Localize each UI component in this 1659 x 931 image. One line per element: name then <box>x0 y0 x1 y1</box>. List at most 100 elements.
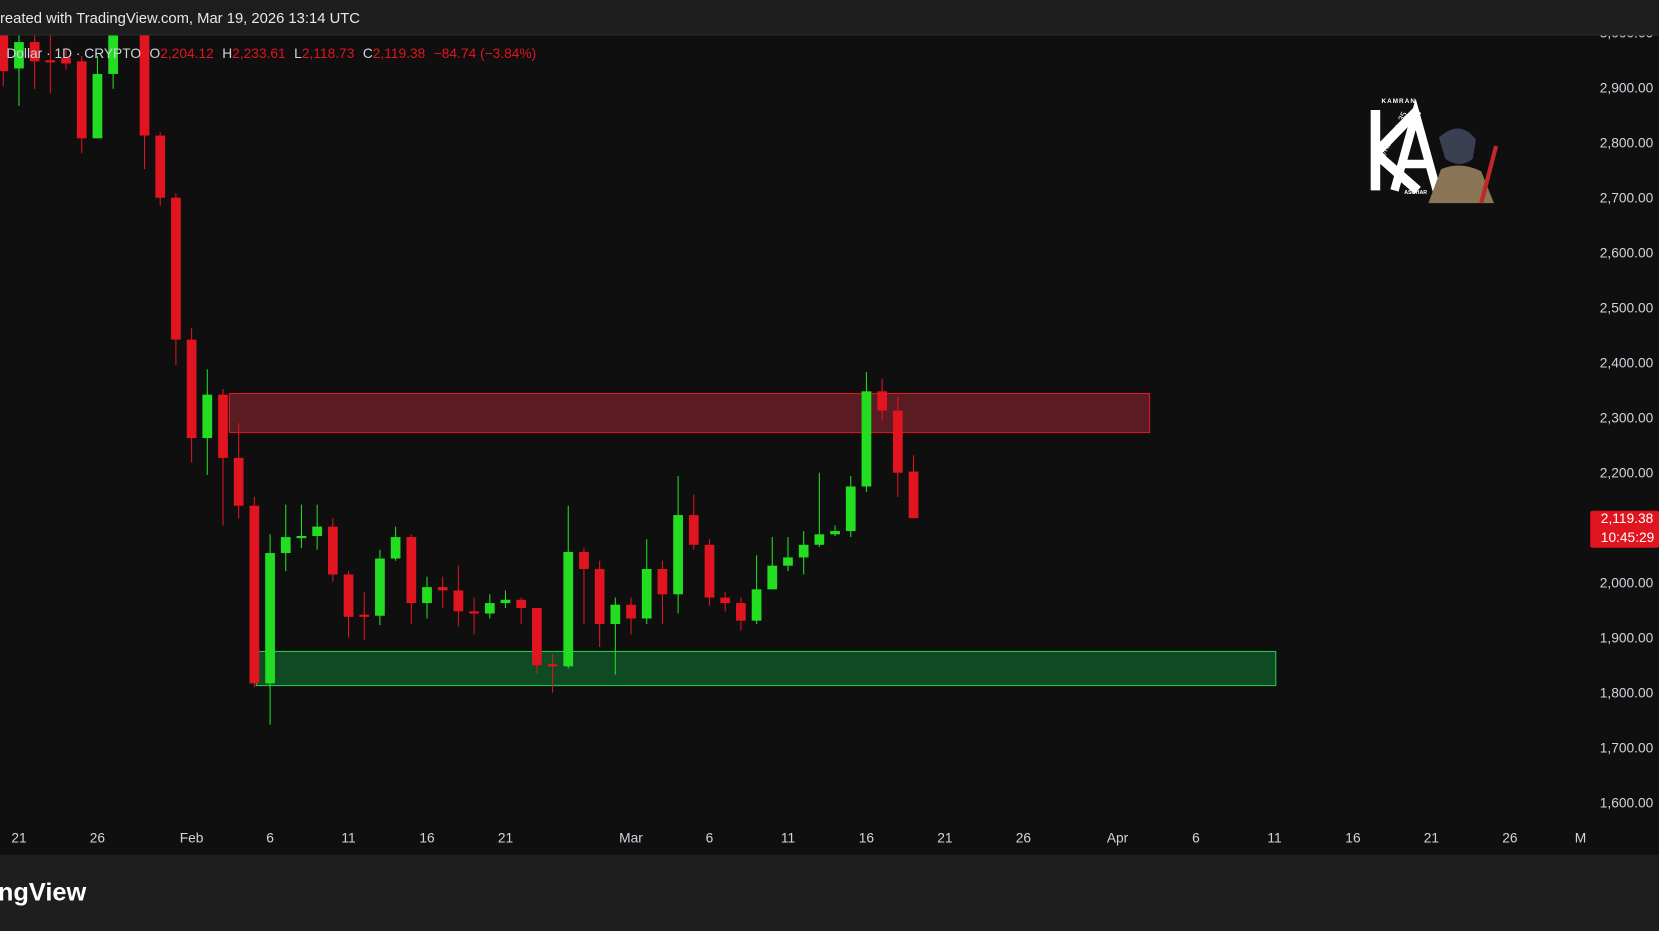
candle-body <box>45 60 56 63</box>
last-price-label: 2,119.38 <box>1601 511 1654 526</box>
x-tick-label: 16 <box>419 831 435 846</box>
last-price-box <box>1590 510 1659 548</box>
x-tick-label: 6 <box>1192 831 1200 846</box>
candle-body <box>186 339 197 439</box>
candle-body <box>783 557 793 566</box>
candle-body <box>108 34 118 74</box>
zone <box>255 650 1277 687</box>
candle-body <box>202 394 213 439</box>
y-tick-label: 2,400.00 <box>1600 355 1654 370</box>
candle-body <box>751 589 762 621</box>
y-tick-label: 2,900.00 <box>1600 80 1654 95</box>
candle-body <box>327 526 338 575</box>
x-tick-label: 21 <box>498 831 513 846</box>
x-tick-label: M <box>1575 831 1586 846</box>
zone <box>228 392 1151 434</box>
watermark-top: KAMRAN <box>1381 98 1415 105</box>
y-tick-label: 2,500.00 <box>1600 300 1654 315</box>
change: −84.74 (−3.84%) <box>434 46 536 61</box>
candle-body <box>437 587 448 591</box>
y-tick-label: 1,600.00 <box>1600 795 1654 810</box>
field-key: L <box>294 46 302 61</box>
x-tick-label: 16 <box>1345 831 1361 846</box>
candle-body <box>375 558 385 616</box>
candle-body <box>469 611 479 614</box>
candle-body <box>296 535 307 539</box>
candle-body <box>626 604 636 619</box>
x-tick-label: Apr <box>1107 831 1129 846</box>
candle-body <box>0 34 9 72</box>
y-tick-label: 2,800.00 <box>1600 135 1654 150</box>
candle-body <box>422 587 432 604</box>
y-tick-label: 1,700.00 <box>1600 740 1654 755</box>
candle-body <box>579 551 589 569</box>
y-tick-label: 2,600.00 <box>1600 245 1654 260</box>
candle-body <box>390 537 401 559</box>
candle-body <box>92 73 103 139</box>
candle-body <box>673 515 683 595</box>
watermark: KAMRAN ASGHAR @Kamran_35 <box>1370 98 1499 206</box>
figure-head <box>1438 128 1476 164</box>
candle-body <box>767 565 778 590</box>
candle-body <box>736 603 746 621</box>
figure-blade <box>1479 145 1499 204</box>
candle-body <box>14 42 24 69</box>
x-tick-label: 21 <box>1424 831 1439 846</box>
x-tick-label: 16 <box>859 831 875 846</box>
candle-body <box>312 526 323 536</box>
y-tick-label: 1,900.00 <box>1600 630 1654 645</box>
logo-a <box>1390 98 1441 192</box>
candle-body <box>171 197 181 340</box>
x-tick-label: 6 <box>706 831 714 846</box>
candle-body <box>406 537 417 604</box>
candle-body <box>61 58 71 64</box>
field-value: 2,204.12 <box>160 46 214 61</box>
candles <box>0 34 919 725</box>
x-tick-label: 26 <box>1502 831 1518 846</box>
x-tick-label: Feb <box>180 831 204 846</box>
symbol: Dollar · 1D · CRYPTO <box>6 46 141 61</box>
candle-body <box>29 42 40 62</box>
candle-body <box>594 568 605 624</box>
candle-body <box>892 410 903 473</box>
y-tick-label: 2,200.00 <box>1600 465 1654 480</box>
candle-body <box>155 135 166 198</box>
field-value: 2,119.38 <box>373 46 426 61</box>
candle-body <box>563 551 574 667</box>
x-tick-label: 6 <box>266 831 274 846</box>
y-tick-label: 2,000.00 <box>1600 575 1654 590</box>
y-tick-label: 2,700.00 <box>1600 190 1654 205</box>
candle-body <box>641 568 652 619</box>
brand: ngView <box>0 879 87 907</box>
candle-body <box>814 534 825 545</box>
x-tick-label: 11 <box>341 831 355 846</box>
x-tick-label: Mar <box>619 831 643 846</box>
y-tick-label: 2,300.00 <box>1600 410 1654 425</box>
candle-body <box>610 604 621 624</box>
field-key: C <box>363 46 373 61</box>
candle-body <box>720 597 731 604</box>
legend-header: Dollar · 1D · CRYPTO O2,204.12 H2,233.61 L2… <box>6 46 536 61</box>
candle-body <box>516 599 527 609</box>
candle-body <box>484 603 495 614</box>
candle-body <box>233 457 244 506</box>
candle-body <box>500 599 511 604</box>
candle-body <box>218 394 228 458</box>
candle-body <box>76 61 87 139</box>
candle-body <box>359 614 370 617</box>
candle-body <box>249 505 260 684</box>
candle-body <box>798 544 809 558</box>
candle-body <box>139 34 150 136</box>
candle-body <box>688 515 699 545</box>
y-tick-label: 1,800.00 <box>1600 685 1654 700</box>
candle-body <box>547 664 558 667</box>
candle-body <box>453 590 464 612</box>
candle-body <box>343 574 354 617</box>
candle-body <box>657 568 668 595</box>
zones <box>228 392 1277 687</box>
x-tick-label: 26 <box>90 831 106 846</box>
candle-body <box>908 471 919 519</box>
footer <box>0 854 1659 931</box>
